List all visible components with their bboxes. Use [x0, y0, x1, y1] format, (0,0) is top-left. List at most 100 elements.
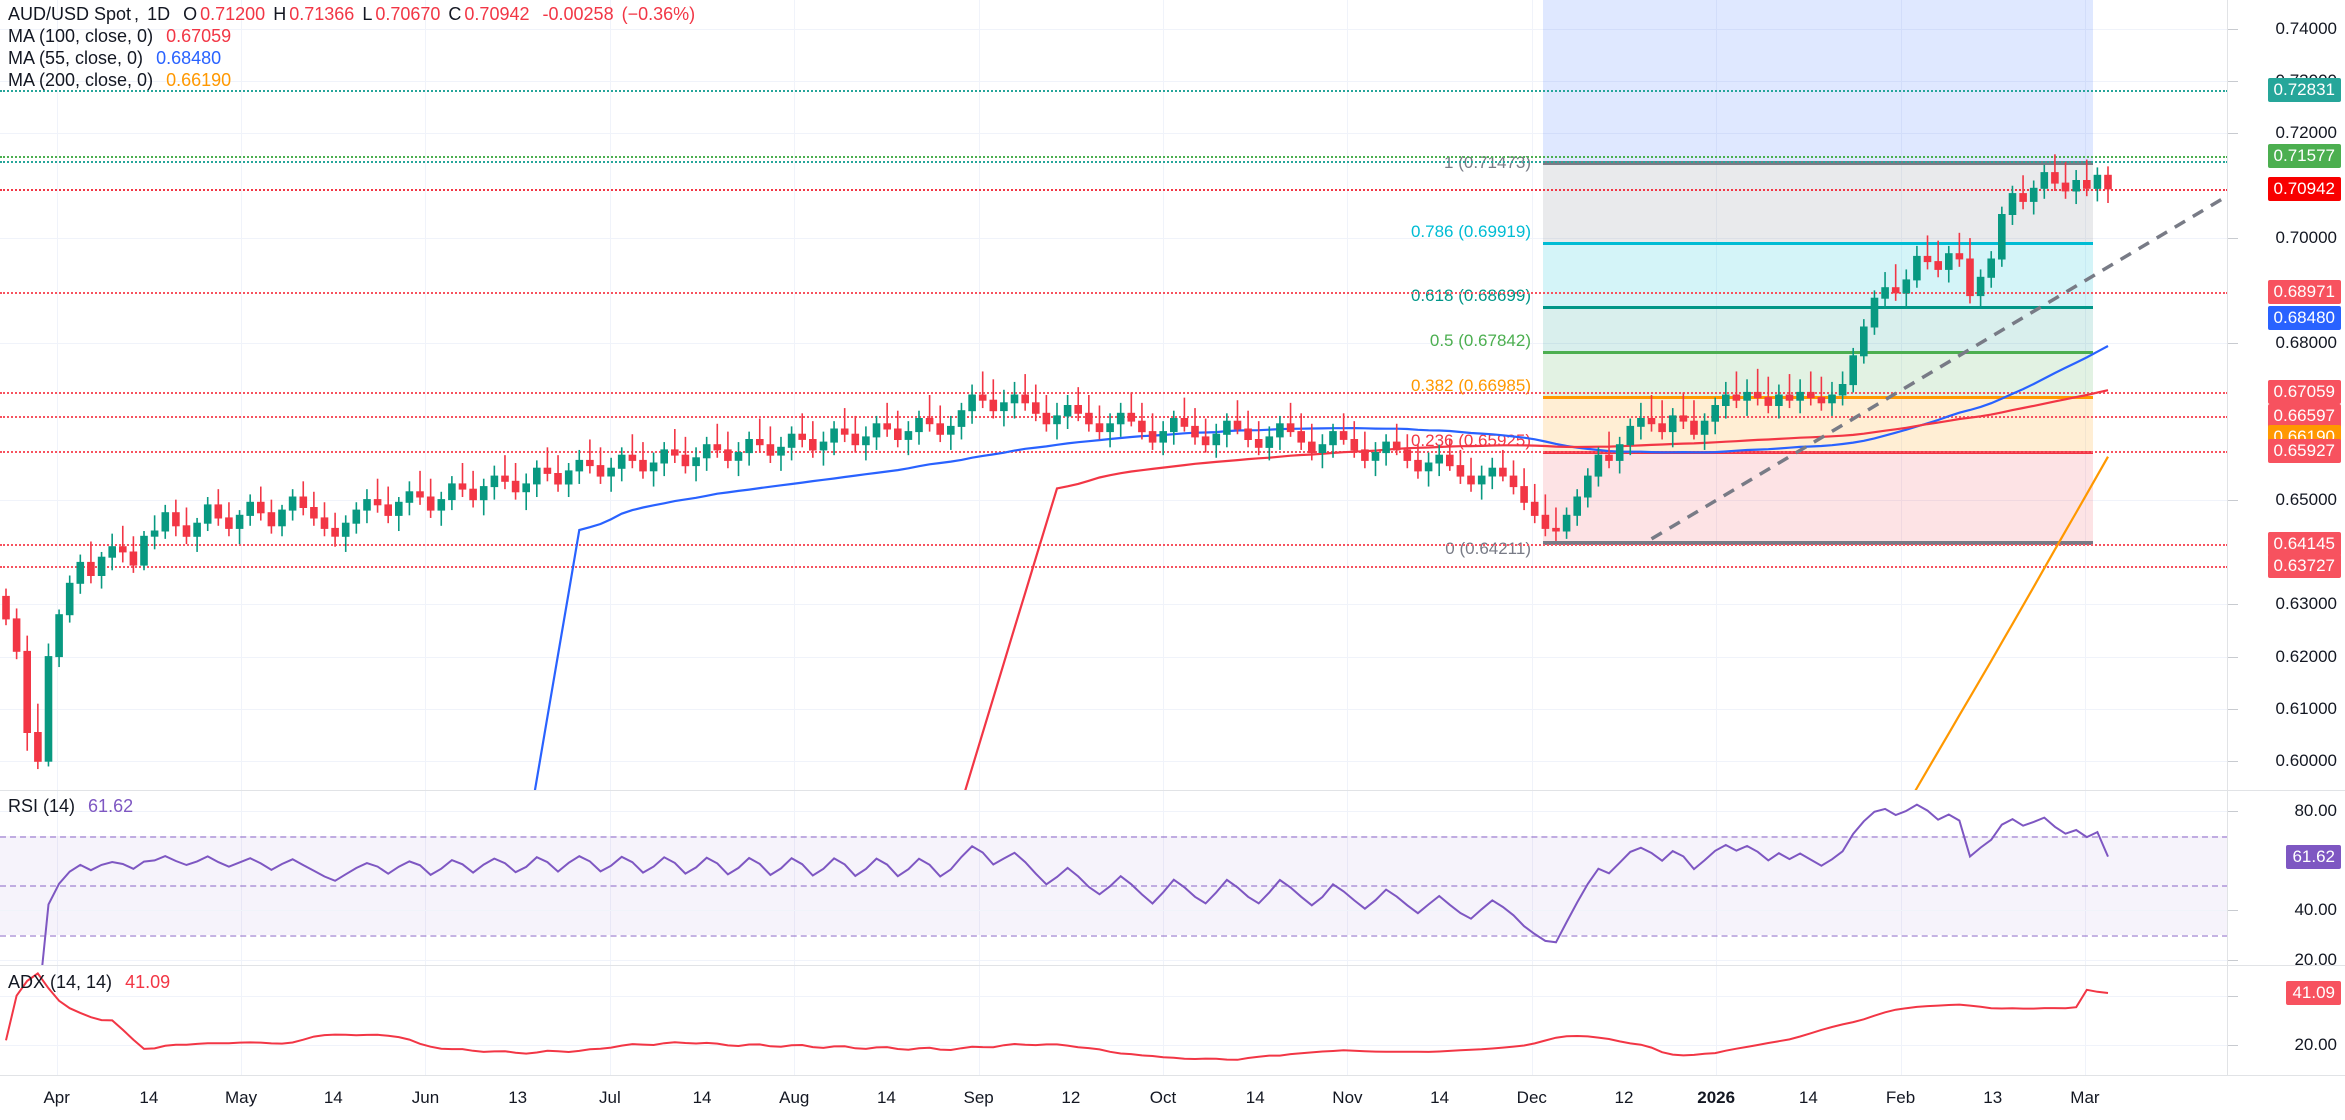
- price-axis-pill[interactable]: 0.71577: [2267, 143, 2341, 168]
- candle-body: [140, 535, 148, 566]
- rsi-pane[interactable]: 20.00 40.00 80.00 61.62: [0, 790, 2345, 965]
- rsi-level-line: [0, 835, 2228, 838]
- ma100-legend[interactable]: MA (100, close, 0) 0.67059: [8, 25, 234, 47]
- price-alert-line[interactable]: [0, 155, 2228, 158]
- rsi-axis-pill[interactable]: 61.62: [2286, 844, 2341, 869]
- candle-body: [1233, 420, 1242, 430]
- candle-body: [554, 473, 562, 485]
- price-alert-line[interactable]: [0, 188, 2228, 191]
- fib-level-line[interactable]: [1543, 350, 2093, 354]
- price-gridline: [0, 656, 2228, 658]
- candle-body: [915, 418, 923, 433]
- axis-tick: [2228, 960, 2238, 962]
- price-plot-area[interactable]: 1 (0.71473) 0.786 (0.69919) 0.618 (0.68699…: [0, 0, 2228, 790]
- time-axis-label: 12: [1061, 1088, 1081, 1107]
- candle-body: [1456, 465, 1465, 477]
- rsi-plot-area[interactable]: [0, 791, 2228, 965]
- price-alert-line[interactable]: [0, 291, 2228, 294]
- adx-plot-area[interactable]: [0, 966, 2228, 1075]
- price-alert-line[interactable]: [0, 391, 2228, 394]
- price-gridline: [0, 604, 2228, 606]
- axis-tick: [2228, 28, 2238, 30]
- fib-level-line[interactable]: [1543, 242, 2093, 246]
- axis-tick: [2228, 342, 2238, 344]
- price-pane[interactable]: 1 (0.71473) 0.786 (0.69919) 0.618 (0.68699…: [0, 0, 2345, 790]
- symbol-legend[interactable]: AUD/USD Spot, 1D O 0.71200 H 0.71366 L 0.70…: [8, 4, 696, 24]
- time-axis-label: 2026: [1697, 1088, 1736, 1107]
- rsi-axis-label: 40.00: [2294, 900, 2337, 920]
- ma55-legend[interactable]: MA (55, close, 0) 0.68480: [8, 47, 224, 69]
- fib-level-line[interactable]: [1543, 306, 2093, 310]
- low-value: 0.70670: [375, 4, 441, 24]
- fib-zone: [1543, 350, 2093, 396]
- rsi-level-line: [0, 935, 2228, 938]
- price-gridline: [0, 761, 2228, 763]
- axis-tick: [2228, 656, 2238, 658]
- vertical-gridline: [1163, 966, 1165, 1075]
- candle-body: [1223, 420, 1231, 435]
- price-axis-pill[interactable]: 0.70942: [2267, 176, 2341, 201]
- ma200-legend[interactable]: MA (200, close, 0) 0.66190: [8, 69, 234, 91]
- candle-body: [1509, 475, 1518, 488]
- price-axis-pill[interactable]: 0.72831: [2267, 77, 2341, 102]
- candle-body: [904, 431, 913, 440]
- time-axis-label: Feb: [1885, 1088, 1916, 1107]
- price-axis-pill[interactable]: 0.63727: [2267, 554, 2341, 579]
- vertical-gridline: [1531, 0, 1533, 790]
- price-alert-line[interactable]: [0, 451, 2228, 454]
- symbol-interval[interactable]: 1D: [147, 4, 171, 24]
- candle-body: [734, 452, 743, 461]
- candle-body: [1095, 423, 1104, 433]
- candle-body: [1042, 412, 1051, 425]
- time-axis-label: Sep: [963, 1088, 994, 1107]
- vertical-gridline: [241, 966, 243, 1075]
- time-axis-label: Jul: [598, 1088, 621, 1107]
- fib-level-label: 0.786 (0.69919): [1410, 222, 1531, 242]
- candle-body: [872, 423, 881, 438]
- candle-body: [1085, 412, 1093, 425]
- fib-level-line[interactable]: [1543, 160, 2093, 165]
- candle-body: [2093, 174, 2102, 189]
- candle-body: [1244, 428, 1252, 440]
- vertical-gridline: [1347, 0, 1349, 790]
- price-axis-pill[interactable]: 0.65927: [2267, 439, 2341, 464]
- adx-legend[interactable]: ADX (14, 14) 41.09: [8, 971, 173, 993]
- adx-axis-pill[interactable]: 41.09: [2286, 981, 2341, 1006]
- ma100-value: 0.67059: [166, 26, 232, 46]
- time-axis-label: Jun: [411, 1088, 440, 1107]
- vertical-gridline: [978, 966, 980, 1075]
- price-axis-pill[interactable]: 0.67059: [2267, 379, 2341, 404]
- candle-body: [1477, 475, 1486, 485]
- price-axis-pill[interactable]: 0.68480: [2267, 305, 2341, 330]
- price-alert-line[interactable]: [0, 544, 2228, 547]
- candle-body: [628, 454, 637, 461]
- rsi-axis[interactable]: 20.00 40.00 80.00 61.62: [2227, 791, 2345, 965]
- fib-level-line[interactable]: [1543, 395, 2093, 399]
- price-alert-line[interactable]: [0, 89, 2228, 92]
- price-alert-line[interactable]: [0, 416, 2228, 419]
- time-axis-label: 12: [1614, 1088, 1634, 1107]
- symbol-name[interactable]: AUD/USD Spot: [8, 4, 132, 24]
- time-axis-label: 14: [139, 1088, 159, 1107]
- price-axis-label: 0.70000: [2275, 228, 2337, 248]
- candle-body: [1106, 423, 1114, 433]
- candle-body: [331, 527, 339, 537]
- price-axis[interactable]: 0.60000 0.61000 0.62000 0.63000 0.65000 0.680…: [2227, 0, 2345, 790]
- candle-body: [947, 425, 955, 435]
- open-value: 0.71200: [200, 4, 266, 24]
- vertical-gridline: [241, 0, 243, 790]
- fib-zone: [1543, 306, 2093, 351]
- price-axis-pill[interactable]: 0.64145: [2267, 532, 2341, 557]
- candle-body: [936, 423, 945, 435]
- vertical-gridline: [794, 0, 796, 790]
- time-axis[interactable]: Apr 14 May 14 Jun 13 Jul 14 Aug 14 Sep 12 Oct 14 Nov 14…: [0, 1075, 2345, 1120]
- rsi-legend[interactable]: RSI (14) 61.62: [8, 795, 136, 817]
- price-axis-pill[interactable]: 0.68971: [2267, 279, 2341, 304]
- price-alert-line[interactable]: [0, 566, 2228, 569]
- candle-body: [1170, 418, 1178, 433]
- candle-body: [511, 480, 520, 493]
- candle-body: [2104, 174, 2112, 190]
- price-axis-pill[interactable]: 0.66597: [2267, 404, 2341, 429]
